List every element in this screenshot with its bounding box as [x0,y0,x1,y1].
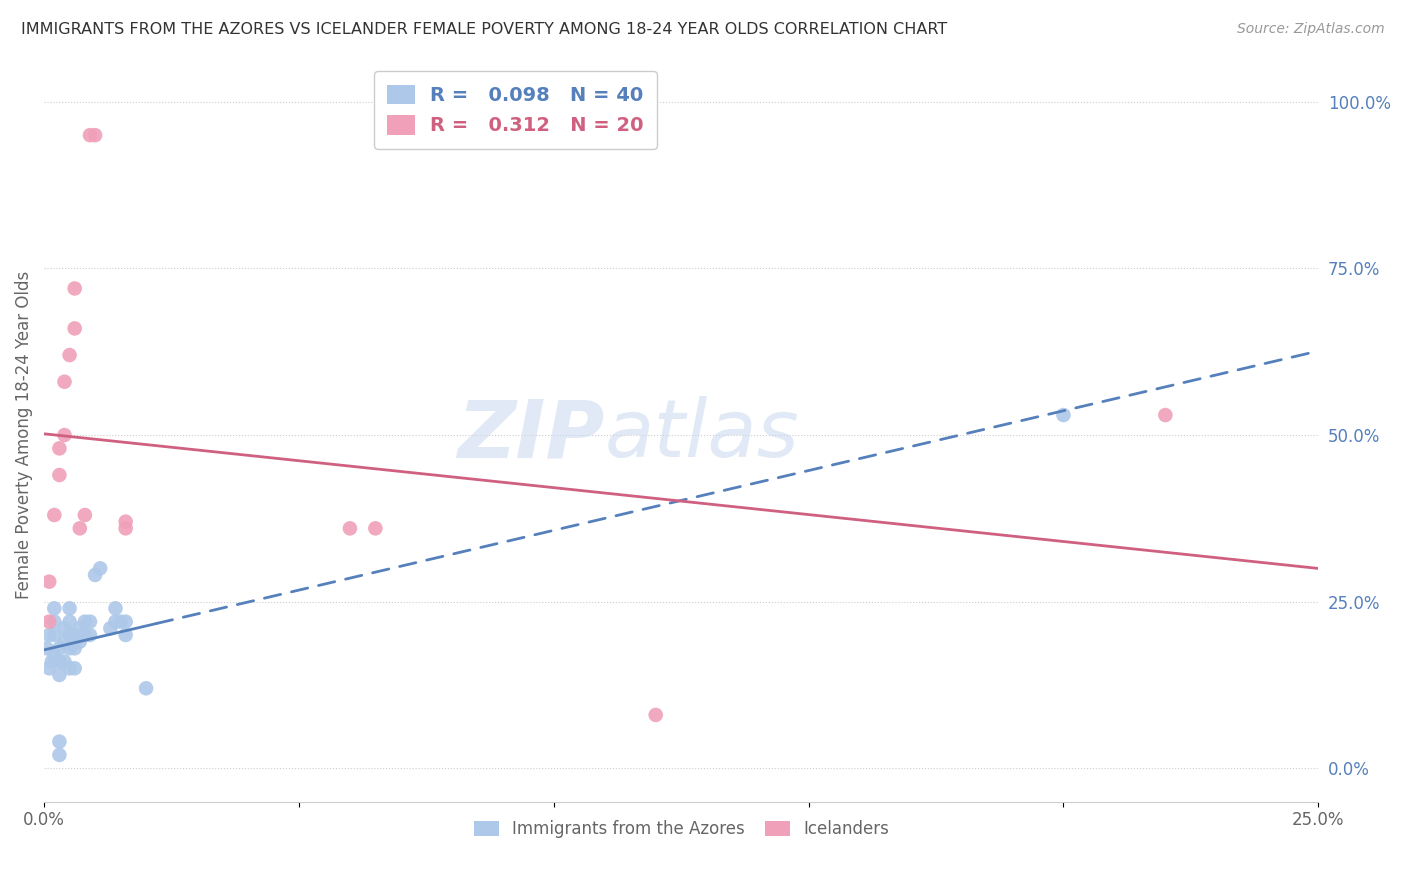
Point [104,601,127,615]
Point [79,615,101,629]
Point [48,734,70,748]
Point [48,641,70,656]
Point [104,615,127,629]
Point [69,521,91,535]
Point [35,641,58,656]
Point [114,515,136,529]
Point [48,655,70,669]
Point [58,601,80,615]
Point [84,128,107,143]
Point [44,601,66,615]
Point [41,655,63,669]
Y-axis label: Female Poverty Among 18-24 Year Olds: Female Poverty Among 18-24 Year Olds [15,271,32,599]
Point [339,521,361,535]
Legend: Immigrants from the Azores, Icelanders: Immigrants from the Azores, Icelanders [467,814,896,845]
Point [1154,408,1177,422]
Point [58,348,80,362]
Point [73,615,96,629]
Point [79,628,101,642]
Point [69,634,91,648]
Point [63,628,86,642]
Point [69,621,91,635]
Point [53,428,76,442]
Point [44,615,66,629]
Point [44,648,66,662]
Point [38,574,60,589]
Point [98,621,121,635]
Point [73,508,96,522]
Point [135,681,157,696]
Point [53,634,76,648]
Point [48,468,70,483]
Point [114,628,136,642]
Point [44,508,66,522]
Point [38,661,60,675]
Point [44,628,66,642]
Point [114,521,136,535]
Point [53,655,76,669]
Point [48,747,70,762]
Point [53,375,76,389]
Point [63,321,86,335]
Point [89,561,111,575]
Point [364,521,387,535]
Point [48,442,70,456]
Point [38,615,60,629]
Point [114,615,136,629]
Point [644,708,666,723]
Point [73,628,96,642]
Point [63,661,86,675]
Point [53,621,76,635]
Point [58,628,80,642]
Point [1052,408,1074,422]
Point [58,641,80,656]
Text: Source: ZipAtlas.com: Source: ZipAtlas.com [1237,22,1385,37]
Point [38,628,60,642]
Point [63,641,86,656]
Text: ZIP: ZIP [457,396,605,474]
Point [58,615,80,629]
Point [63,281,86,295]
Point [58,661,80,675]
Point [84,568,107,582]
Text: atlas: atlas [605,396,800,474]
Point [79,128,101,143]
Point [48,668,70,682]
Text: IMMIGRANTS FROM THE AZORES VS ICELANDER FEMALE POVERTY AMONG 18-24 YEAR OLDS COR: IMMIGRANTS FROM THE AZORES VS ICELANDER … [21,22,948,37]
Point [110,615,132,629]
